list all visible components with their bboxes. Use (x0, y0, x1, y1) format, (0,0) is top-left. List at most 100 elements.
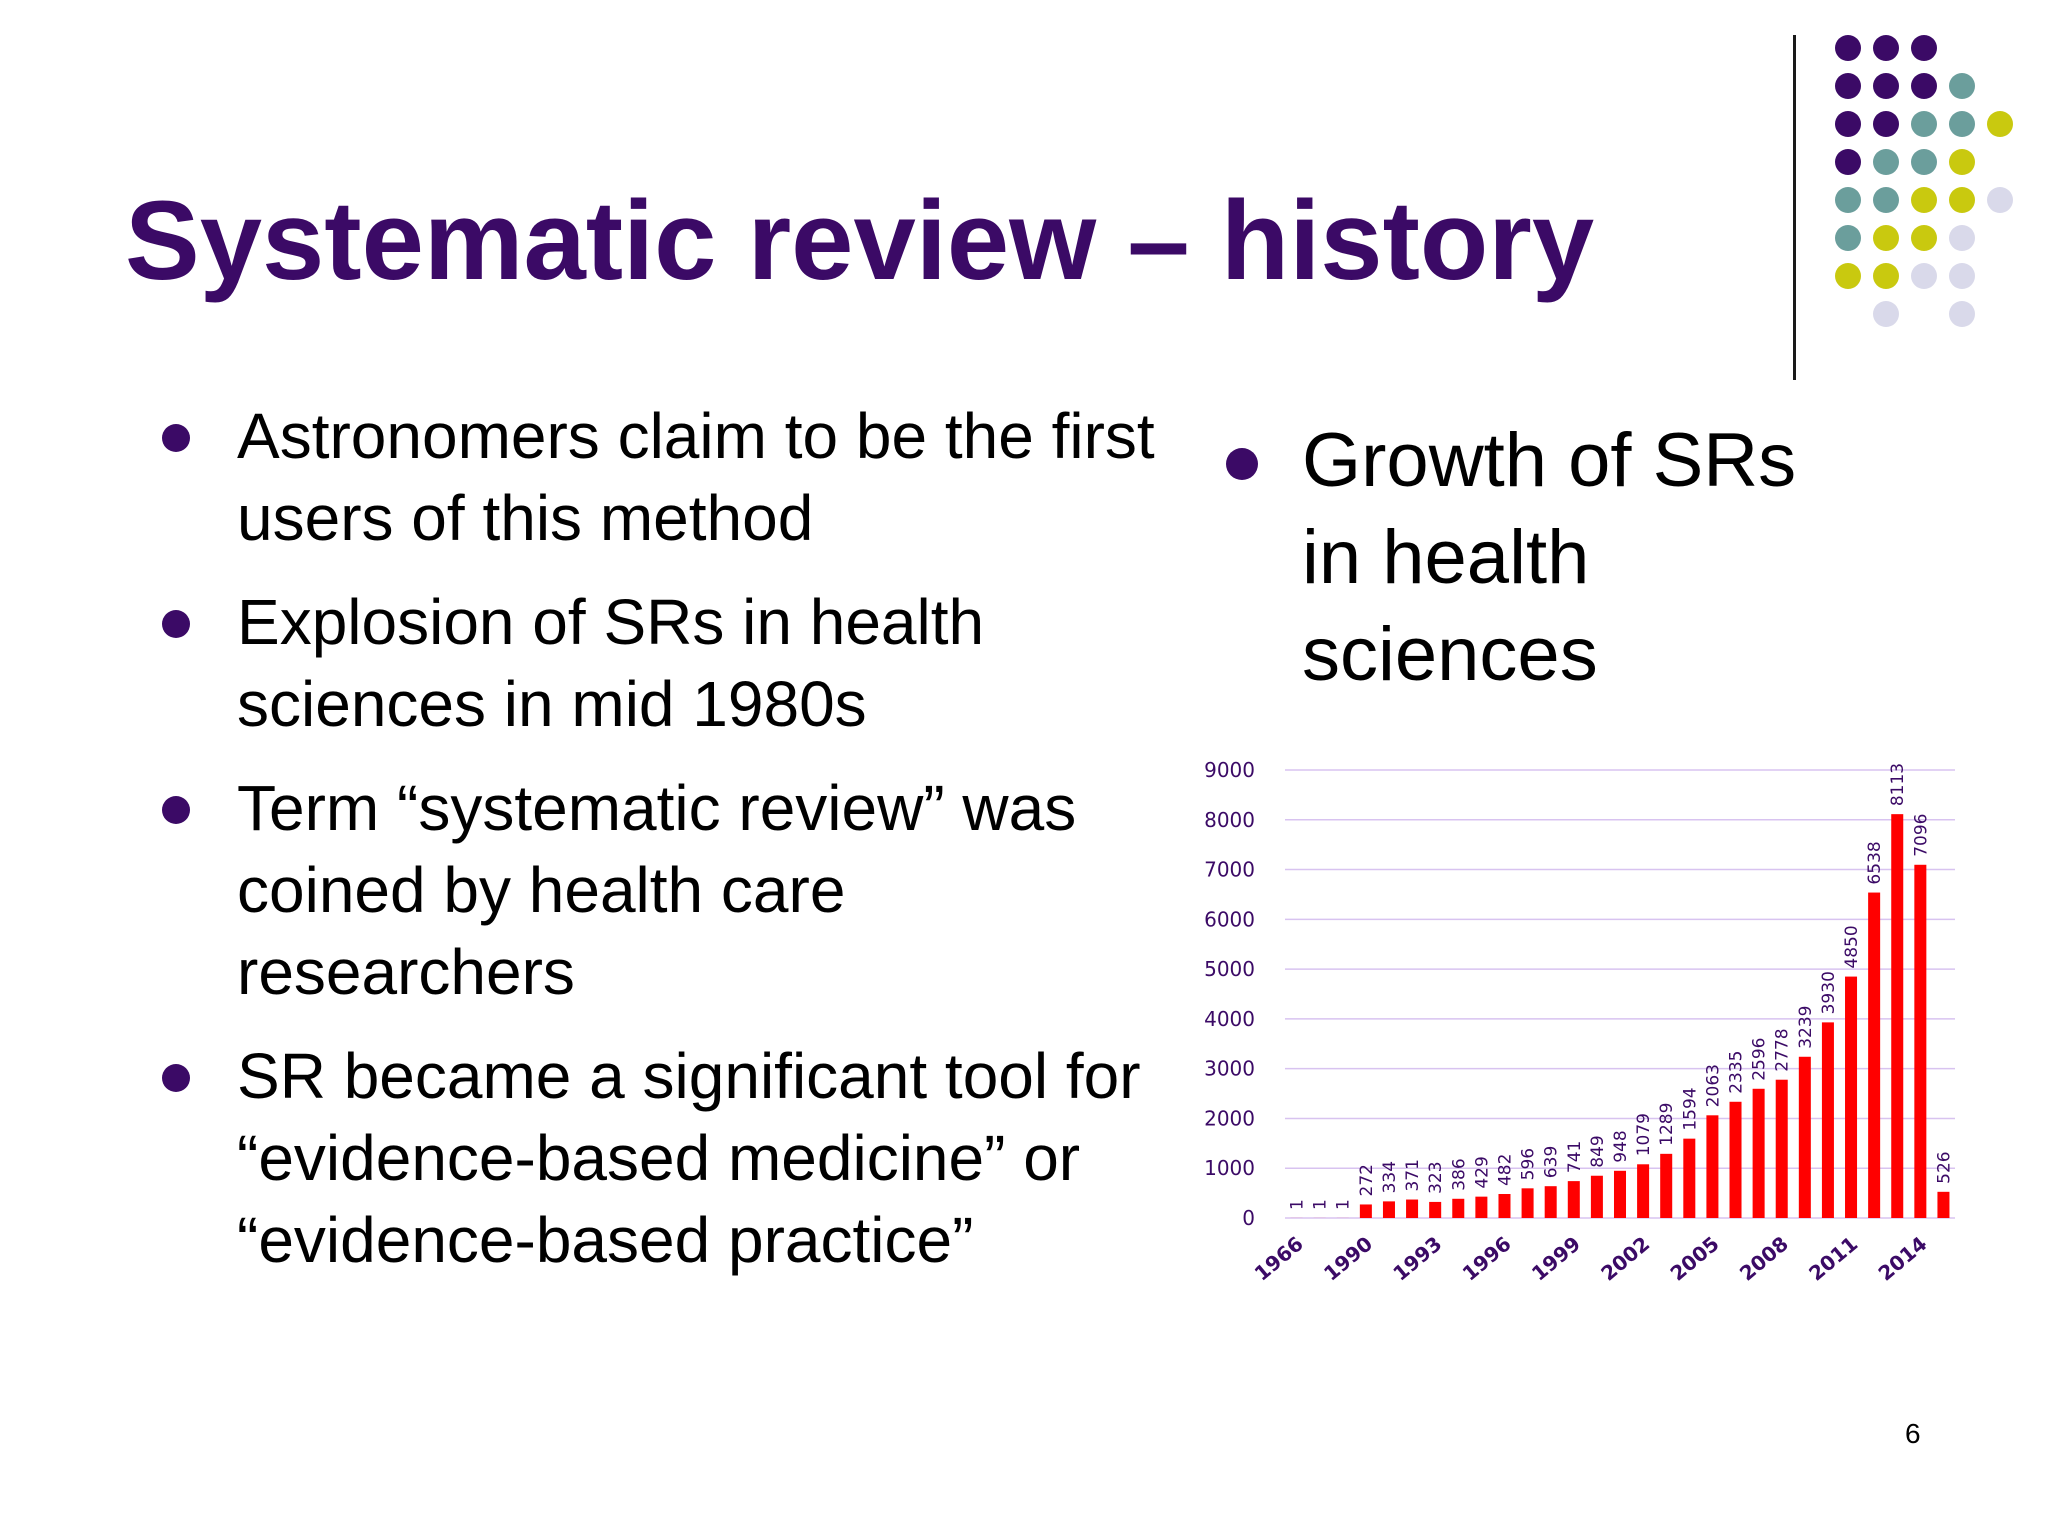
bar (1590, 1175, 1603, 1218)
decor-dot (1835, 187, 1861, 213)
bar (1637, 1164, 1650, 1218)
data-label: 526 (1934, 1151, 1954, 1183)
x-tick-label: 2008 (1735, 1231, 1793, 1285)
x-tick-label: 2014 (1873, 1231, 1931, 1285)
data-label: 849 (1588, 1135, 1608, 1167)
decor-dot (1911, 225, 1937, 251)
bullet-list: Astronomers claim to be the first users … (160, 395, 1180, 1303)
slide-title: Systematic review – history (125, 178, 1595, 303)
bar (1891, 814, 1904, 1218)
decor-dot (1835, 263, 1861, 289)
y-tick-label: 5000 (1204, 957, 1255, 981)
decor-dot (1911, 187, 1937, 213)
decor-dot (1873, 73, 1899, 99)
bullet-item: Astronomers claim to be the first users … (160, 395, 1180, 559)
x-tick-label: 2002 (1596, 1231, 1654, 1285)
decor-dot (1835, 73, 1861, 99)
bar (1359, 1204, 1372, 1218)
decor-dot (1949, 111, 1975, 137)
decor-dot (1873, 35, 1899, 61)
x-tick-label: 1990 (1319, 1231, 1377, 1285)
x-tick-label: 1999 (1527, 1231, 1585, 1285)
x-tick-label: 1993 (1388, 1231, 1446, 1285)
bar (1752, 1088, 1765, 1218)
bullet-text: Term “systematic review” was coined by h… (237, 772, 1077, 1008)
decor-dot (1835, 35, 1861, 61)
decor-dot (1873, 263, 1899, 289)
data-label: 6538 (1865, 841, 1885, 884)
x-tick-label: 2011 (1804, 1231, 1862, 1285)
data-label: 1079 (1634, 1113, 1654, 1156)
x-tick-label: 1996 (1458, 1231, 1516, 1285)
decor-dot (1949, 187, 1975, 213)
y-tick-label: 1000 (1204, 1156, 1255, 1180)
bullet-item: SR became a significant tool for “eviden… (160, 1035, 1180, 1281)
data-label: 3239 (1796, 1006, 1816, 1049)
bar (1775, 1079, 1788, 1218)
bar (1660, 1153, 1673, 1218)
bar (1821, 1022, 1834, 1218)
data-label: 2596 (1750, 1038, 1770, 1081)
decor-dot (1911, 73, 1937, 99)
data-label: 3930 (1819, 971, 1839, 1014)
bar (1429, 1201, 1442, 1218)
decor-dot (1911, 35, 1937, 61)
bullet-text: Astronomers claim to be the first users … (237, 400, 1155, 554)
data-label: 482 (1495, 1154, 1515, 1186)
data-label: 272 (1357, 1164, 1377, 1196)
data-label: 741 (1565, 1141, 1585, 1173)
bullet-item: Explosion of SRs in health sciences in m… (160, 581, 1180, 745)
decor-dot (1949, 73, 1975, 99)
y-tick-label: 6000 (1204, 907, 1255, 931)
bullet-dot-icon (162, 610, 190, 638)
data-label: 334 (1380, 1161, 1400, 1193)
bar (1937, 1191, 1950, 1218)
bullet-dot-icon (162, 1064, 190, 1092)
data-label: 323 (1426, 1161, 1446, 1193)
data-label: 1289 (1657, 1103, 1677, 1146)
decor-dot (1911, 111, 1937, 137)
data-label: 948 (1611, 1130, 1631, 1162)
data-label: 639 (1542, 1146, 1562, 1178)
bar (1521, 1188, 1534, 1218)
data-label: 1 (1288, 1199, 1308, 1210)
y-tick-label: 3000 (1204, 1057, 1255, 1081)
data-label: 1 (1311, 1199, 1331, 1210)
decor-dot (1835, 111, 1861, 137)
bar (1706, 1115, 1719, 1218)
bar (1798, 1056, 1811, 1218)
y-tick-label: 9000 (1204, 758, 1255, 782)
bar (1845, 976, 1858, 1218)
data-label: 2778 (1773, 1028, 1793, 1071)
data-label: 8113 (1888, 763, 1908, 806)
decor-dot (1949, 301, 1975, 327)
y-tick-label: 8000 (1204, 808, 1255, 832)
bullet-dot-icon (1226, 448, 1258, 480)
decor-dot (1987, 111, 2013, 137)
decor-dot (1911, 263, 1937, 289)
bullet-text: Explosion of SRs in health sciences in m… (237, 586, 985, 740)
x-tick-label: 1966 (1250, 1231, 1308, 1285)
decor-dot (1949, 263, 1975, 289)
decorative-dot-grid (1835, 35, 2013, 327)
bullet-item: Term “systematic review” was coined by h… (160, 767, 1180, 1013)
decor-dot (1835, 149, 1861, 175)
bullet-dot-icon (162, 424, 190, 452)
y-tick-label: 0 (1242, 1206, 1255, 1230)
decor-dot (1873, 149, 1899, 175)
decor-dot (1873, 225, 1899, 251)
data-label: 1 (1334, 1199, 1354, 1210)
data-label: 2063 (1703, 1064, 1723, 1107)
chart-caption-text: Growth of SRs in health sciences (1302, 418, 1797, 697)
y-tick-label: 4000 (1204, 1007, 1255, 1031)
bar (1475, 1196, 1488, 1218)
bar (1914, 864, 1927, 1218)
data-label: 596 (1519, 1148, 1539, 1180)
bar (1452, 1198, 1465, 1218)
y-tick-label: 7000 (1204, 858, 1255, 882)
decor-dot (1873, 111, 1899, 137)
data-label: 4850 (1842, 925, 1862, 968)
data-label: 7096 (1911, 814, 1931, 857)
decor-dot (1949, 149, 1975, 175)
